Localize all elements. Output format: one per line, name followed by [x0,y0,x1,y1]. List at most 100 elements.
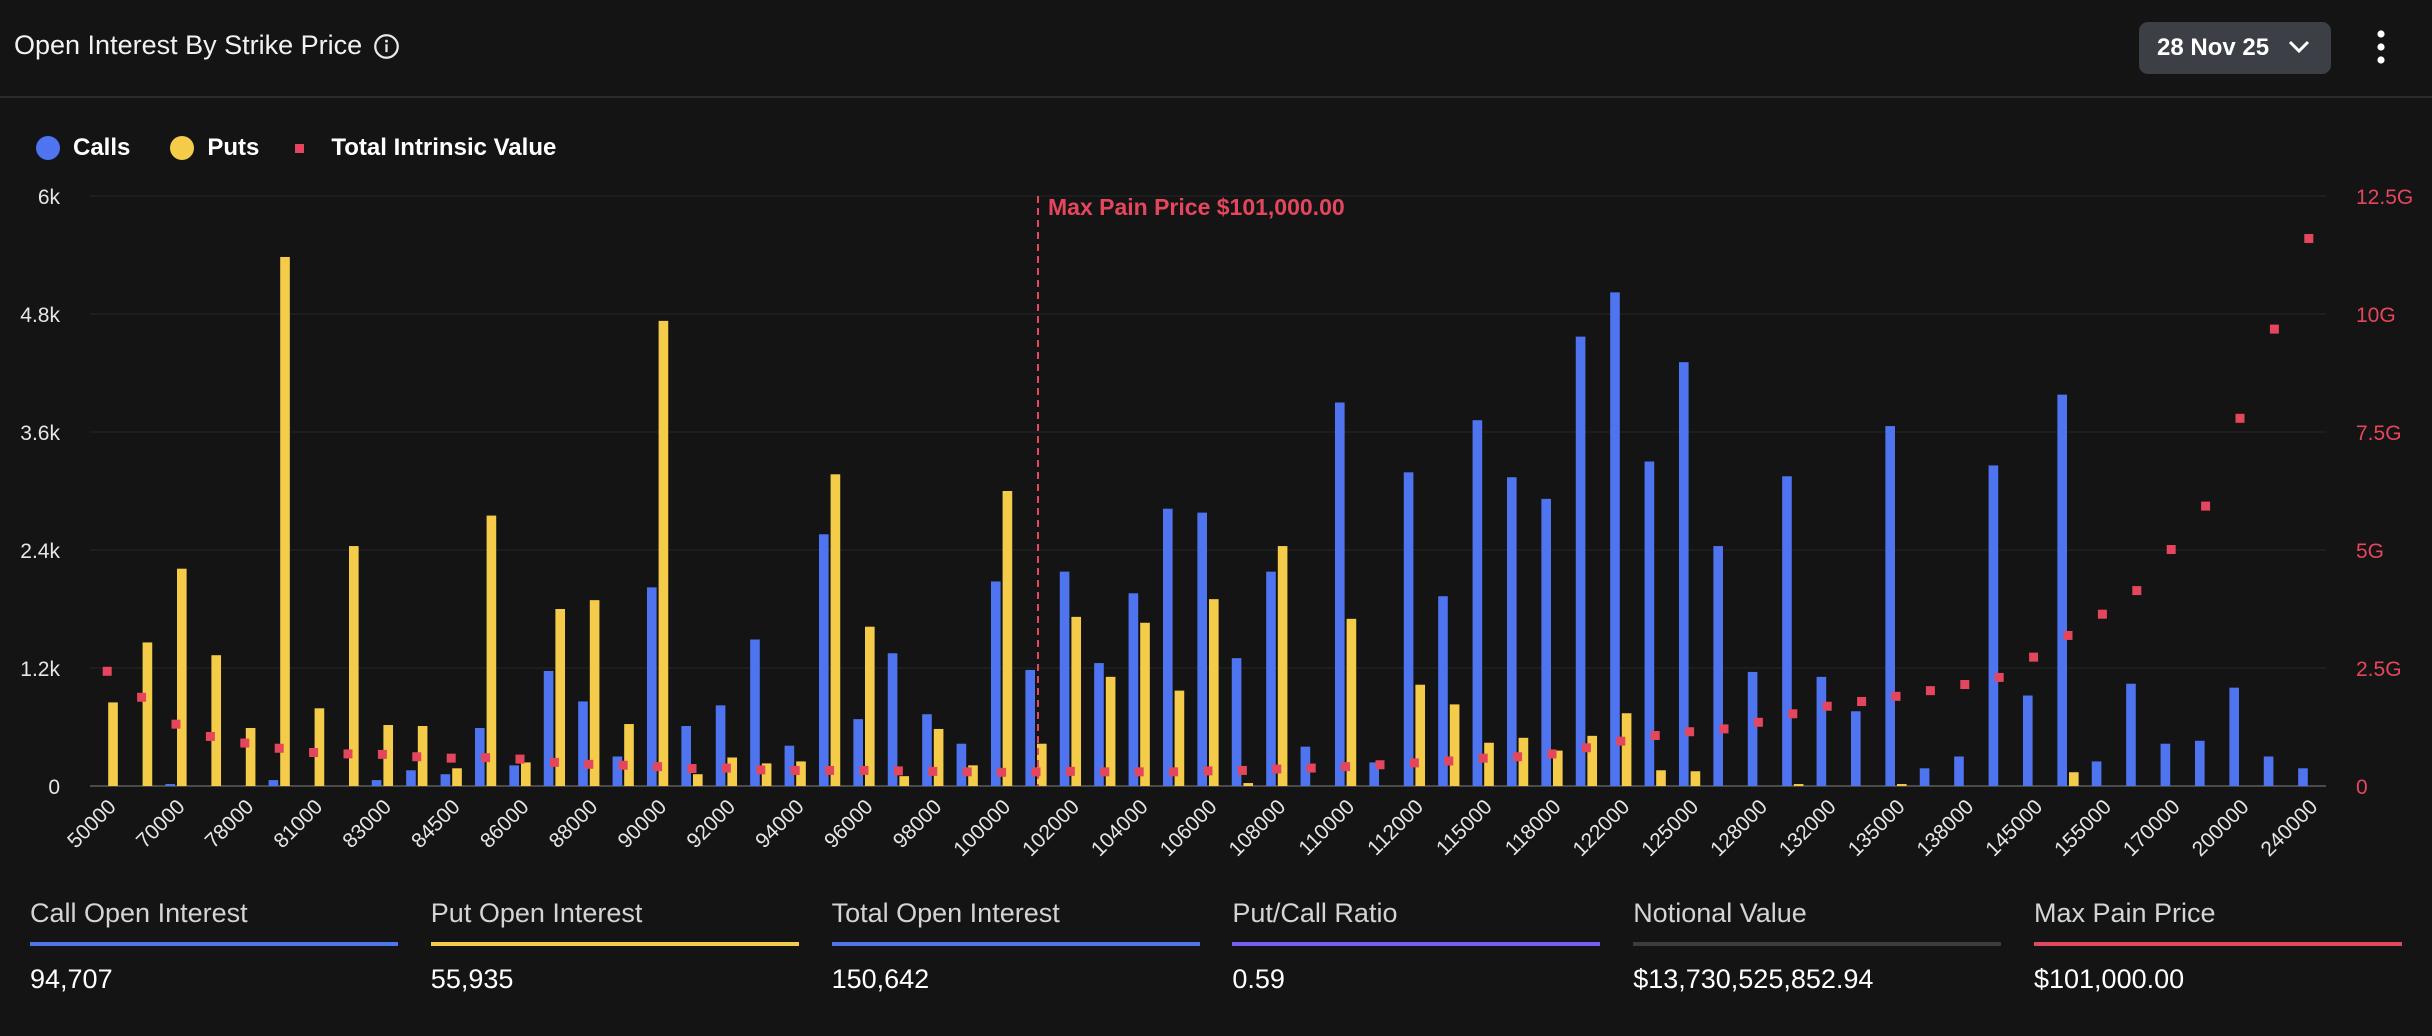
intrinsic-point [2029,652,2039,662]
puts-bar [452,768,462,786]
calls-bar [681,726,691,786]
puts-bar [1277,546,1288,786]
intrinsic-point [584,759,594,769]
calls-bar [509,765,519,786]
puts-bar [1346,618,1357,786]
y-tick-label: 4.8k [20,304,60,327]
calls-bar [1300,746,1311,786]
puts-bar [417,726,428,786]
intrinsic-point [1513,752,1523,762]
legend-item-calls[interactable]: Calls [36,134,130,162]
intrinsic-point [756,765,766,775]
max-pain-label: Max Pain Price $101,000.00 [1048,194,1345,220]
x-tick-label: 138000 [1913,795,1979,861]
intrinsic-point [1891,691,1901,701]
puts-legend-marker [170,136,195,160]
calls-bar [1472,420,1483,786]
intrinsic-point [2063,630,2073,640]
intrinsic-point [1719,724,1729,734]
y-tick-label: 6k [38,186,61,209]
x-tick-label: 104000 [1087,795,1153,861]
intrinsic-point [1306,763,1316,773]
intrinsic-point [1409,758,1419,768]
intrinsic-point [928,766,938,776]
calls-bar [646,587,657,786]
calls-bar [1575,336,1586,786]
puts-bar [830,474,841,786]
legend-label-intrinsic: Total Intrinsic Value [331,134,557,161]
legend-item-puts[interactable]: Puts [170,134,259,162]
y2-tick-label: 0 [2356,776,2368,799]
puts-bar [1587,735,1598,786]
intrinsic-point [1547,749,1557,759]
stat-put-open-interest: Put Open Interest 55,935 [430,898,799,1008]
chart-legend: Calls Puts Total Intrinsic Value [36,132,596,164]
puts-bar [1621,713,1632,786]
intrinsic-point [2097,609,2107,619]
intrinsic-point [1444,756,1454,766]
stat-underline [1633,942,2002,946]
puts-bar [796,761,806,786]
stat-label: Put Open Interest [430,898,643,928]
intrinsic-point [2132,586,2142,596]
intrinsic-point [481,753,491,763]
calls-bar [1747,671,1758,786]
intrinsic-point [1065,766,1075,776]
legend-label-puts: Puts [207,134,260,161]
intrinsic-point [2235,413,2245,423]
y-tick-label: 2.4k [20,540,60,563]
calls-bar [1094,663,1104,786]
x-tick-label: 83000 [338,795,396,853]
puts-bar [108,702,118,786]
puts-bar [383,725,394,786]
intrinsic-point [1822,701,1832,711]
puts-bar [142,642,153,786]
stat-put-call-ratio: Put/Call Ratio 0.59 [1232,898,1601,1008]
calls-bar [2298,768,2308,786]
puts-bar [693,774,703,786]
intrinsic-point [1616,736,1626,746]
x-tick-label: 135000 [1844,795,1910,861]
calls-bar [1231,658,1242,786]
calls-bar [1644,461,1655,786]
intrinsic-point [171,719,181,729]
legend-item-intrinsic[interactable]: Total Intrinsic Value [287,134,556,162]
calls-bar [543,670,554,786]
x-tick-label: 240000 [2257,795,2323,861]
y2-tick-label: 2.5G [2356,658,2402,681]
calls-bar [1506,477,1517,786]
calls-bar [1128,593,1139,786]
y-tick-label: 1.2k [20,658,60,681]
intrinsic-point [687,764,697,774]
calls-bar [2057,394,2067,786]
calls-bar [818,534,829,786]
puts-bar [1002,491,1013,786]
intrinsic-point [1857,697,1867,707]
intrinsic-point [1100,767,1110,777]
intrinsic-point [1960,680,1970,690]
calls-bar [2160,743,2171,786]
puts-bar [177,568,187,786]
info-icon[interactable] [373,33,400,60]
intrinsic-point [1788,709,1798,719]
intrinsic-point [1581,743,1591,753]
calls-bar [1850,711,1861,786]
intrinsic-point [1272,764,1282,774]
expiry-date-dropdown[interactable]: 28 Nov 25 [2139,22,2331,74]
puts-bar [899,776,910,786]
intrinsic-point [1031,767,1041,777]
intrinsic-point [2269,324,2279,334]
intrinsic-point [653,762,663,772]
open-interest-chart: 0 0 1.2k 2.5G 2.4k 5G 3.6k 7.5G 4.8k 10G 6k 12.5G 50… [20,186,2413,861]
stat-value: 94,707 [30,964,113,994]
calls-bar [1919,768,1930,786]
puts-bar [555,609,566,786]
x-tick-label: 112000 [1363,795,1428,860]
puts-bar [1071,616,1082,786]
y-tick-label: 0 [48,776,60,799]
puts-bar [1449,704,1460,786]
more-options-icon[interactable] [2370,26,2392,68]
calls-bar [165,784,175,786]
calls-bar [1403,472,1414,786]
calls-bar [1678,362,1689,786]
